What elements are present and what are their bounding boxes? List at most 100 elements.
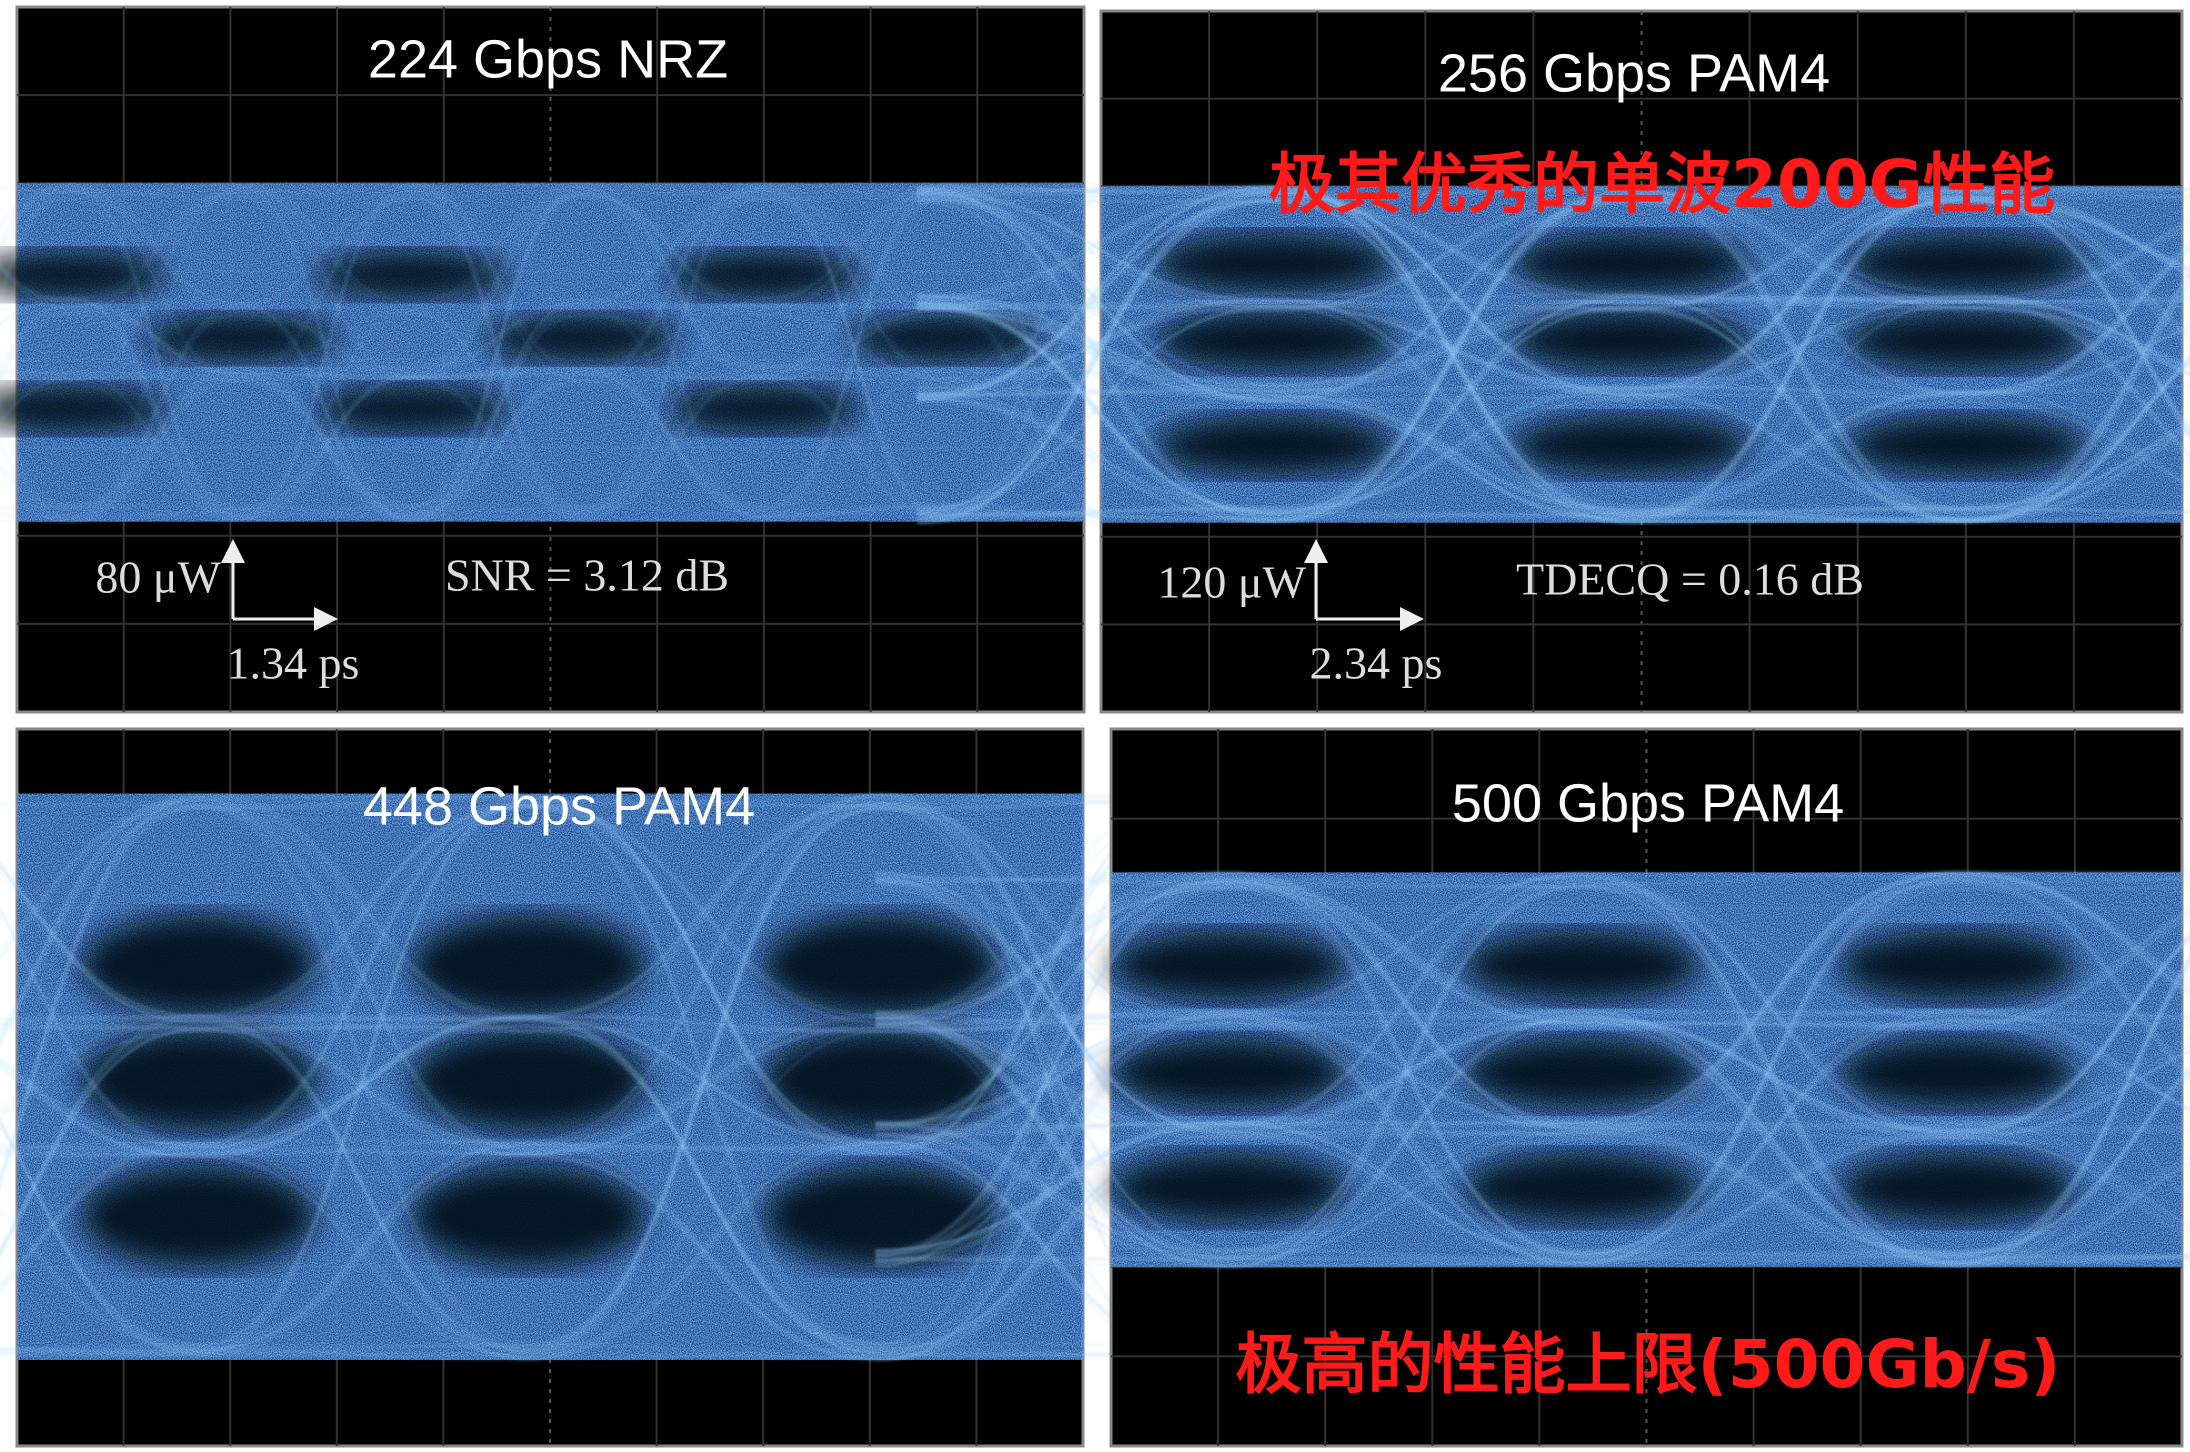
panel-title: 256 Gbps PAM4 — [1438, 43, 1830, 103]
signal-traces — [0, 791, 1211, 1362]
eye-opening — [80, 1165, 316, 1268]
panel-title: 500 Gbps PAM4 — [1452, 773, 1844, 833]
eye-opening — [1111, 930, 1347, 1002]
eye-opening — [411, 1165, 646, 1268]
signal-trace — [875, 879, 2190, 1261]
signal-trace — [875, 876, 2190, 1110]
signal-trace — [875, 1023, 2190, 1269]
signal-trace — [0, 800, 1211, 1349]
signal-trace — [875, 871, 2190, 1265]
signal-trace — [917, 198, 2190, 524]
signal-trace — [875, 954, 2190, 1264]
eye-opening — [1839, 1037, 2075, 1109]
signal-trace — [0, 806, 1211, 1361]
eye-opening — [1111, 1037, 1347, 1109]
eye-opening — [1839, 1152, 2075, 1224]
x-scale-label: 1.34 ps — [227, 638, 360, 689]
eye-opening — [80, 1029, 316, 1132]
signal-trace — [917, 248, 2190, 514]
metric-label: TDECQ = 0.16 dB — [1516, 554, 1864, 605]
signal-trace — [0, 792, 1211, 1158]
metric-label: SNR = 3.12 dB — [445, 550, 729, 601]
signal-trace — [0, 803, 1211, 1356]
signal-trace — [875, 870, 2190, 1268]
eye-opening — [1511, 233, 1750, 294]
panels — [0, 5, 2190, 1448]
signal-trace — [0, 182, 1117, 522]
signal-trace — [0, 793, 1211, 1349]
signal-trace — [875, 880, 2190, 1252]
eye-opening — [411, 914, 646, 1017]
signal-trace — [0, 863, 1211, 1355]
signal-trace — [917, 292, 2190, 460]
signal-trace — [0, 185, 1117, 519]
signal-trace — [0, 185, 1117, 524]
eye-opening — [1155, 415, 1393, 476]
y-scale-label: 120 μW — [1157, 557, 1306, 608]
signal-trace — [917, 297, 2190, 513]
signal-trace — [0, 801, 1211, 1351]
signal-trace — [917, 189, 2190, 309]
signal-trace — [0, 1026, 1211, 1352]
signal-trace — [917, 218, 2190, 393]
signal-trace — [917, 184, 2190, 507]
signal-trace — [917, 194, 2190, 519]
eye-opening — [1846, 233, 2085, 294]
eye-opening — [763, 1029, 998, 1132]
signal-trace — [917, 295, 2190, 516]
signal-trace — [875, 885, 2190, 1203]
signal-trace — [917, 357, 2190, 520]
signal-trace — [0, 185, 1117, 509]
eye-opening — [80, 914, 316, 1017]
signal-trace — [875, 886, 2190, 1264]
signal-trace — [875, 874, 2190, 1262]
signal-trace — [917, 294, 2190, 387]
signal-trace — [917, 293, 2190, 524]
signal-trace — [0, 189, 1117, 519]
signal-trace — [875, 1010, 2190, 1253]
signal-trace — [0, 807, 1211, 1361]
signal-trace — [917, 196, 2190, 523]
signal-trace — [0, 1028, 1211, 1354]
signal-trace — [0, 184, 1117, 524]
eye-opening — [1155, 233, 1393, 294]
signal-trace — [917, 201, 2190, 514]
signal-trace — [917, 189, 2190, 520]
panel-title: 448 Gbps PAM4 — [363, 776, 755, 836]
signal-trace — [875, 937, 2190, 1131]
signal-trace — [0, 191, 1117, 514]
signal-trace — [0, 186, 1117, 524]
signal-trace — [917, 185, 2190, 523]
labels: 224 Gbps NRZ 256 Gbps PAM4 448 Gbps PAM4… — [95, 29, 2060, 1403]
signal-traces — [917, 184, 2190, 525]
eye-opening — [411, 1029, 646, 1132]
signal-trace — [0, 187, 1117, 524]
eye-panel — [875, 727, 2190, 1448]
signal-trace — [0, 181, 1117, 310]
signal-trace — [917, 199, 2190, 511]
eye-opening — [1464, 1037, 1701, 1109]
signal-trace — [0, 865, 1211, 1033]
eye-opening — [1111, 1152, 1347, 1224]
signal-trace — [0, 806, 1211, 1153]
eye-panel — [917, 9, 2190, 714]
eye-opening — [1846, 415, 2085, 476]
signal-trace — [917, 184, 2190, 340]
signal-trace — [0, 802, 1211, 1155]
x-scale-label: 2.34 ps — [1310, 638, 1443, 689]
signal-trace — [0, 795, 1211, 1046]
highlight-text: 极其优秀的单波200G性能 — [1269, 146, 2055, 223]
signal-trace — [0, 190, 1117, 382]
y-scale-label: 80 μW — [95, 552, 221, 603]
signal-trace — [0, 187, 1117, 519]
signal-trace — [875, 929, 2190, 1260]
eye-opening — [1839, 930, 2075, 1002]
eye-opening — [1511, 415, 1750, 476]
signal-trace — [0, 182, 1117, 513]
eye-opening — [763, 914, 998, 1017]
signal-trace — [0, 1021, 1211, 1361]
signal-traces — [875, 870, 2190, 1269]
eye-panel — [0, 5, 1117, 714]
eye-opening — [1155, 310, 1393, 371]
